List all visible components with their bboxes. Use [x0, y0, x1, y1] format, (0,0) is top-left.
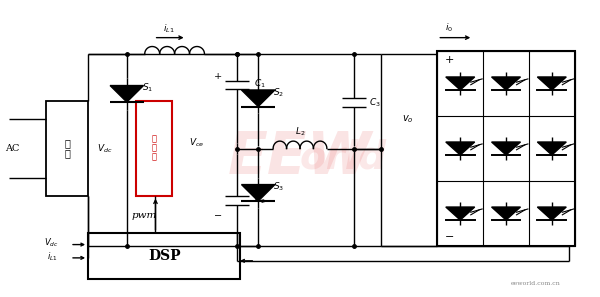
- Bar: [437, 51, 575, 246]
- Polygon shape: [491, 207, 520, 220]
- Text: eeworld.com.cn: eeworld.com.cn: [511, 280, 561, 285]
- Text: $V_{dc}$: $V_{dc}$: [97, 142, 113, 155]
- Text: pwm: pwm: [132, 211, 157, 219]
- Polygon shape: [538, 207, 566, 220]
- Polygon shape: [110, 86, 143, 102]
- Bar: [46, 101, 88, 196]
- Polygon shape: [446, 142, 475, 155]
- Text: $V_{ce}$: $V_{ce}$: [189, 136, 205, 149]
- Polygon shape: [491, 77, 520, 90]
- Polygon shape: [241, 90, 275, 107]
- Text: $C_1$: $C_1$: [254, 77, 266, 90]
- Text: 整
流: 整 流: [64, 139, 70, 158]
- Text: $S_3$: $S_3$: [273, 181, 284, 193]
- Text: DSP: DSP: [148, 249, 181, 263]
- Polygon shape: [446, 207, 475, 220]
- Text: EEW: EEW: [228, 129, 372, 186]
- Text: $i_{L1}$: $i_{L1}$: [47, 250, 58, 263]
- Text: $C_3$: $C_3$: [368, 97, 380, 109]
- Polygon shape: [446, 77, 475, 90]
- Text: $V_{dc}$: $V_{dc}$: [44, 237, 58, 249]
- Polygon shape: [538, 142, 566, 155]
- Text: $v_o$: $v_o$: [401, 113, 413, 125]
- Text: orld: orld: [300, 138, 387, 176]
- Polygon shape: [241, 184, 275, 201]
- Text: $i_{L1}$: $i_{L1}$: [163, 23, 175, 35]
- Text: 逆
变
器: 逆 变 器: [151, 135, 156, 162]
- Polygon shape: [491, 142, 520, 155]
- Text: −: −: [214, 212, 223, 221]
- Text: $L_2$: $L_2$: [295, 126, 305, 138]
- Polygon shape: [538, 77, 566, 90]
- Text: $S_2$: $S_2$: [273, 86, 284, 99]
- Text: −: −: [445, 232, 454, 242]
- Bar: [136, 101, 172, 196]
- Text: AC: AC: [5, 144, 19, 153]
- Text: +: +: [214, 72, 223, 80]
- Text: $C_2$: $C_2$: [254, 194, 266, 206]
- Bar: [88, 233, 240, 279]
- Text: $i_0$: $i_0$: [445, 21, 454, 34]
- Text: +: +: [445, 55, 454, 65]
- Text: $S_1$: $S_1$: [142, 82, 153, 94]
